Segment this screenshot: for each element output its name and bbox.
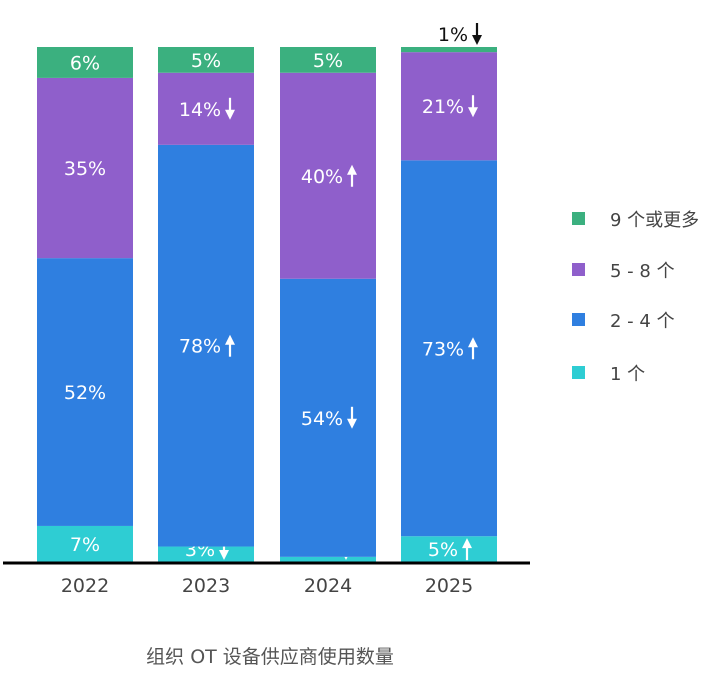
trend-up-arrow-icon	[347, 164, 357, 187]
bar-segment	[401, 52, 497, 161]
bar-segment	[401, 160, 497, 537]
legend-label: 2 - 4 个	[610, 311, 675, 332]
bar-segment	[158, 144, 254, 547]
bar-segment	[37, 525, 133, 562]
bar-segment	[158, 47, 254, 73]
data-label: 78%	[179, 336, 221, 358]
trend-down-arrow-icon	[472, 23, 482, 45]
data-label: 35%	[64, 158, 106, 180]
x-tick-label: 2022	[61, 575, 109, 597]
legend-swatch	[572, 212, 585, 225]
bar-segment	[158, 72, 254, 145]
bar-segment	[280, 278, 376, 557]
data-label: 5%	[191, 50, 221, 72]
data-label: 73%	[422, 338, 464, 360]
legend-label: 1 个	[610, 364, 645, 385]
bar-segment	[37, 77, 133, 259]
data-label: 54%	[301, 408, 343, 430]
x-tick-label: 2024	[304, 575, 352, 597]
bar-segment	[280, 47, 376, 73]
data-label: 21%	[422, 96, 464, 118]
trend-up-arrow-icon	[225, 334, 235, 357]
bar-segment	[280, 72, 376, 279]
data-label: 6%	[70, 52, 100, 74]
trend-down-arrow-icon	[347, 406, 357, 429]
legend-swatch	[572, 313, 585, 326]
data-label: 1%	[438, 24, 468, 46]
legend-label: 5 - 8 个	[610, 261, 675, 282]
data-label: 14%	[179, 99, 221, 121]
bar-segment	[37, 47, 133, 78]
x-tick-label: 2023	[182, 575, 230, 597]
trend-up-arrow-icon	[462, 538, 472, 561]
data-label: 5%	[428, 539, 458, 561]
data-label: 7%	[70, 534, 100, 556]
bar-segment	[37, 258, 133, 526]
legend-label: 9 个或更多	[610, 210, 699, 231]
trend-down-arrow-icon	[225, 97, 235, 120]
legend-swatch	[572, 366, 585, 379]
trend-up-arrow-icon	[468, 337, 478, 360]
data-label: 40%	[301, 166, 343, 188]
data-label: 5%	[313, 50, 343, 72]
bar-segment	[401, 536, 497, 562]
bar-segment	[280, 556, 376, 562]
x-axis-title: 组织 OT 设备供应商使用数量	[146, 646, 394, 668]
bar-segment	[401, 47, 497, 53]
x-tick-label: 2025	[425, 575, 473, 597]
bar-segment	[158, 546, 254, 562]
trend-down-arrow-icon	[468, 95, 478, 118]
legend-swatch	[572, 263, 585, 276]
data-label: 52%	[64, 382, 106, 404]
